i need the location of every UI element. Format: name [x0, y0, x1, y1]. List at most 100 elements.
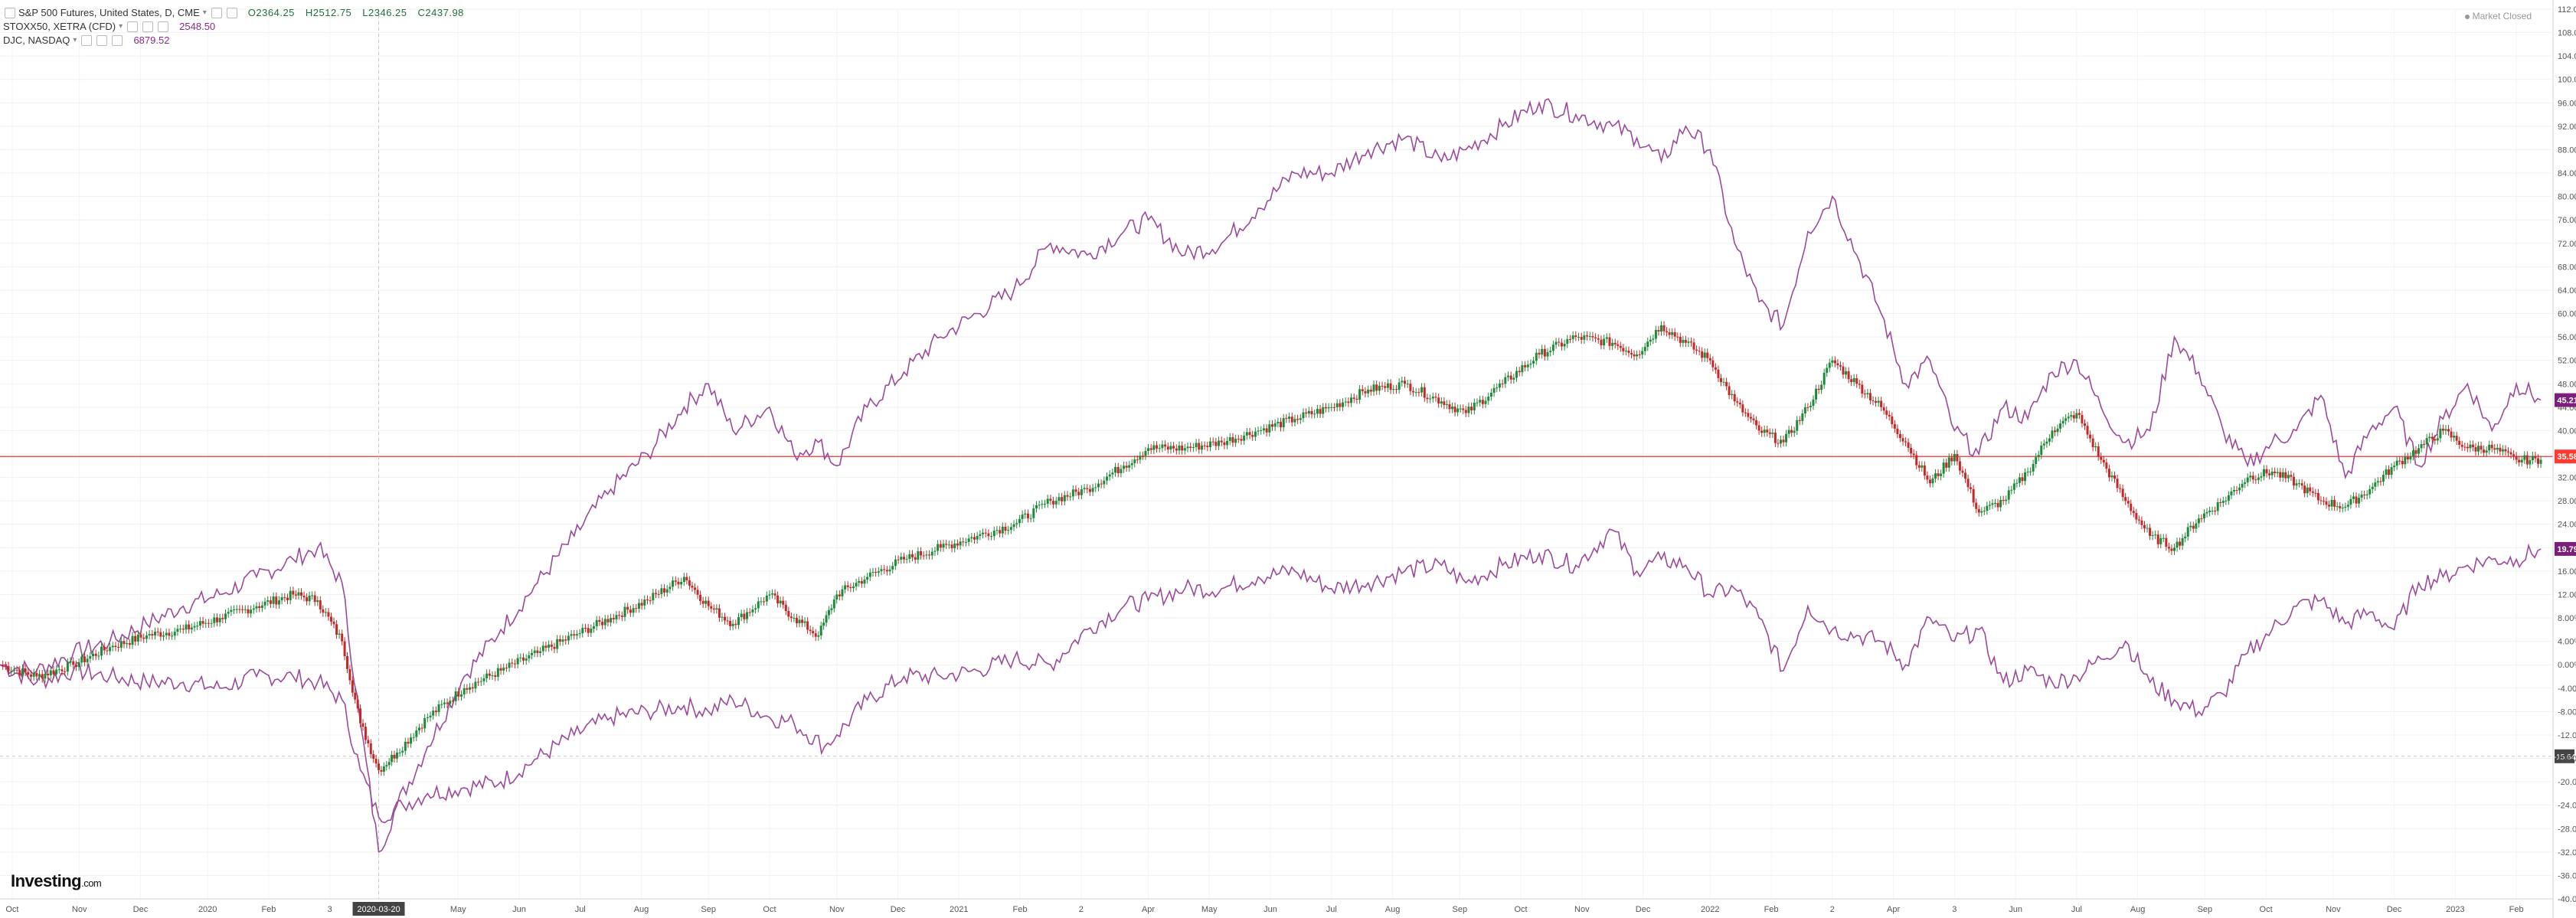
candle-body: [900, 557, 903, 560]
candle-body: [1147, 448, 1150, 451]
candle-body: [1722, 381, 1725, 383]
candle-body: [2184, 536, 2187, 538]
candle-body: [474, 681, 477, 689]
candle-body: [680, 582, 683, 585]
candle-body: [1473, 402, 1476, 411]
settings-icon[interactable]: [96, 35, 108, 46]
close-icon[interactable]: [158, 21, 169, 32]
candle-body: [937, 544, 940, 551]
candle-body: [2056, 428, 2059, 433]
candle-body: [2298, 483, 2301, 485]
settings-icon[interactable]: [142, 21, 154, 32]
candle-body: [1440, 401, 1443, 404]
candle-body: [710, 606, 713, 609]
candle-body: [1394, 389, 1398, 390]
candle-body: [721, 616, 724, 618]
candle-body: [432, 711, 435, 716]
candle-body: [1738, 402, 1741, 405]
series-line: [0, 528, 2542, 824]
candle-body: [2251, 475, 2254, 480]
candle-body: [1940, 473, 1943, 476]
candle-body: [888, 569, 891, 572]
candle-body: [2146, 528, 2149, 529]
candle-body: [1046, 498, 1049, 505]
legend: S&P 500 Futures, United States, D, CME ▾…: [3, 6, 464, 47]
settings-icon[interactable]: [226, 8, 237, 18]
candle-body: [593, 626, 596, 629]
legend-main[interactable]: S&P 500 Futures, United States, D, CME ▾…: [3, 6, 464, 20]
investing-logo[interactable]: Investing.com: [11, 871, 102, 891]
candle-body: [1518, 371, 1521, 373]
candle-body: [1912, 453, 1915, 456]
candle-body: [2042, 443, 2045, 446]
candle-body: [1453, 407, 1456, 413]
x-tick-label: 2022: [1701, 905, 1719, 914]
candle-body: [874, 572, 878, 573]
candle-body: [2156, 534, 2159, 544]
candle-body: [1004, 526, 1007, 531]
candle-body: [669, 586, 672, 590]
candle-body: [1546, 352, 1549, 357]
candle-body: [1760, 430, 1764, 433]
y-tick-label: 8.00%: [2558, 614, 2576, 623]
candle-body: [1898, 434, 1901, 439]
y-tick-label: 56.00%: [2558, 333, 2576, 342]
candle-body: [1484, 400, 1487, 404]
candle-body: [241, 609, 244, 610]
candle-body: [2035, 457, 2038, 464]
candle-body: [956, 543, 959, 546]
candle-body: [306, 597, 309, 602]
candle-body: [1535, 352, 1538, 361]
compare-symbol[interactable]: STOXX50, XETRA (CFD): [3, 21, 116, 32]
candle-body: [12, 669, 15, 671]
close-icon[interactable]: [112, 35, 123, 46]
candle-body: [2531, 456, 2534, 461]
candle-body: [573, 634, 576, 635]
chevron-down-icon[interactable]: ▾: [202, 8, 207, 17]
candle-body: [2477, 446, 2480, 452]
candle-body: [1332, 407, 1335, 408]
candle-body: [1327, 407, 1330, 409]
collapse-icon[interactable]: [5, 8, 15, 18]
candle-body: [623, 606, 626, 617]
chevron-down-icon[interactable]: ▾: [73, 36, 77, 44]
main-symbol[interactable]: S&P 500 Futures, United States, D, CME: [18, 7, 200, 18]
y-tick-label: 68.00%: [2558, 263, 2576, 272]
candle-body: [516, 658, 519, 665]
candle-body: [2295, 483, 2298, 486]
candle-body: [1381, 385, 1384, 387]
candle-body: [2349, 498, 2352, 505]
candle-body: [1934, 473, 1937, 479]
candle-body: [1384, 386, 1387, 388]
candle-body: [2493, 448, 2496, 450]
legend-compare-2[interactable]: DJC, NASDAQ ▾ 6879.52: [3, 34, 464, 47]
x-tick-label: 3: [1952, 905, 1957, 914]
candle-body: [765, 595, 768, 602]
eye-icon[interactable]: [81, 35, 93, 46]
eye-icon[interactable]: [211, 8, 222, 18]
candle-body: [1401, 381, 1404, 383]
candle-body: [1866, 393, 1869, 395]
x-tick-label: May: [1201, 905, 1218, 914]
eye-icon[interactable]: [127, 21, 139, 32]
candle-body: [1597, 338, 1600, 340]
candle-body: [905, 559, 908, 560]
candle-body: [812, 631, 815, 634]
compare-symbol[interactable]: DJC, NASDAQ: [3, 34, 70, 46]
candle-body: [1492, 387, 1496, 393]
candle-body: [269, 600, 272, 604]
candle-body: [1947, 457, 1950, 468]
legend-compare-1[interactable]: STOXX50, XETRA (CFD) ▾ 2548.50: [3, 20, 464, 34]
candle-body: [1088, 488, 1091, 492]
candle-body: [2512, 454, 2516, 456]
chevron-down-icon[interactable]: ▾: [119, 22, 123, 31]
candle-body: [1372, 384, 1375, 392]
candle-body: [784, 604, 787, 611]
candle-body: [111, 645, 114, 648]
candle-body: [454, 691, 457, 701]
candle-body: [47, 673, 50, 676]
candle-body: [789, 616, 793, 619]
candle-body: [434, 711, 437, 713]
candle-body: [1882, 407, 1885, 411]
